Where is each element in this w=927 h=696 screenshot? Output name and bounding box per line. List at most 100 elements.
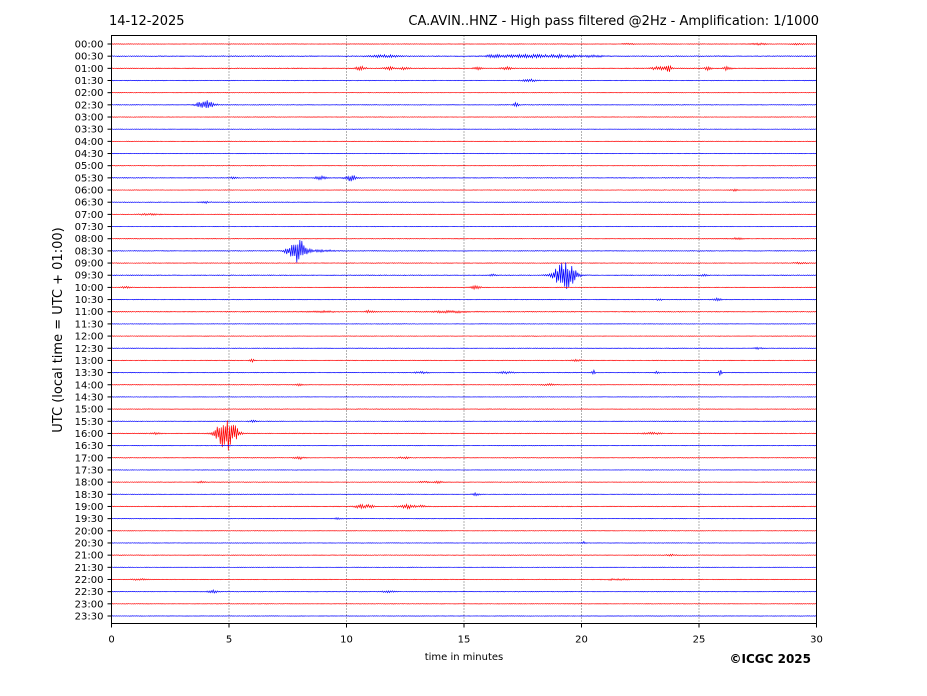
trace-1030 bbox=[111, 297, 817, 302]
plot-frame bbox=[111, 35, 817, 624]
trace-0830 bbox=[111, 239, 817, 263]
x-tick-label: 25 bbox=[693, 635, 706, 646]
trace-layer bbox=[111, 42, 817, 617]
x-tick-label: 10 bbox=[340, 635, 353, 646]
trace-0230 bbox=[111, 100, 817, 109]
y-tick-label: 23:30 bbox=[75, 611, 104, 622]
x-axis-label: time in minutes bbox=[425, 652, 504, 663]
date-label: 14-12-2025 bbox=[109, 14, 185, 29]
y-tick-label: 12:00 bbox=[75, 332, 104, 343]
y-tick-label: 05:00 bbox=[75, 161, 104, 172]
trace-2100 bbox=[111, 553, 817, 557]
y-tick-label: 06:30 bbox=[75, 198, 104, 209]
trace-0630 bbox=[111, 200, 817, 205]
trace-0700 bbox=[111, 212, 817, 216]
y-tick-label: 23:00 bbox=[75, 599, 104, 610]
y-tick-label: 00:00 bbox=[75, 40, 104, 51]
x-axis: 0 5 10 15 20 25 30 bbox=[108, 623, 823, 646]
y-tick-label: 09:00 bbox=[75, 259, 104, 270]
y-tick-label: 19:30 bbox=[75, 514, 104, 525]
trace-0530 bbox=[111, 174, 817, 182]
trace-1100 bbox=[111, 309, 817, 314]
y-tick-label: 13:30 bbox=[75, 368, 104, 379]
trace-0900 bbox=[111, 261, 817, 265]
trace-0800 bbox=[111, 237, 817, 241]
y-tick-label: 00:30 bbox=[75, 52, 104, 63]
trace-1330 bbox=[111, 368, 817, 376]
trace-2200 bbox=[111, 578, 817, 581]
y-tick-label: 19:00 bbox=[75, 502, 104, 513]
trace-0030 bbox=[111, 53, 817, 59]
trace-0130 bbox=[111, 78, 817, 83]
y-tick-label: 14:00 bbox=[75, 380, 104, 391]
x-tick-label: 0 bbox=[108, 635, 114, 646]
y-tick-label: 03:00 bbox=[75, 113, 104, 124]
y-tick-label: 03:30 bbox=[75, 125, 104, 136]
copyright-label: ©ICGC 2025 bbox=[729, 652, 811, 666]
x-tick-label: 20 bbox=[575, 635, 588, 646]
vertical-grid bbox=[228, 35, 700, 624]
trace-2300 bbox=[111, 603, 817, 605]
y-tick-label: 07:00 bbox=[75, 210, 104, 221]
y-tick-label: 20:30 bbox=[75, 538, 104, 549]
y-tick-label: 11:00 bbox=[75, 307, 104, 318]
trace-0100 bbox=[111, 64, 817, 72]
x-tick-label: 5 bbox=[226, 635, 232, 646]
y-tick-label: 06:00 bbox=[75, 186, 104, 197]
y-tick-label: 22:00 bbox=[75, 575, 104, 586]
trace-1600 bbox=[111, 420, 817, 451]
y-tick-label: 07:30 bbox=[75, 222, 104, 233]
trace-1800 bbox=[111, 480, 817, 485]
trace-0600 bbox=[111, 188, 817, 192]
trace-1900 bbox=[111, 503, 817, 510]
y-tick-label: 02:30 bbox=[75, 100, 104, 111]
trace-0500 bbox=[111, 165, 817, 167]
trace-0730 bbox=[111, 225, 817, 228]
y-tick-label: 16:30 bbox=[75, 441, 104, 452]
trace-0930 bbox=[111, 262, 817, 289]
trace-0200 bbox=[111, 92, 817, 94]
y-tick-label: 10:00 bbox=[75, 283, 104, 294]
trace-1830 bbox=[111, 491, 817, 497]
y-tick-label: 05:30 bbox=[75, 173, 104, 184]
y-tick-label: 02:00 bbox=[75, 88, 104, 99]
trace-2030 bbox=[111, 540, 817, 545]
y-tick-label: 21:00 bbox=[75, 551, 104, 562]
trace-1930 bbox=[111, 517, 817, 521]
trace-1700 bbox=[111, 456, 817, 461]
trace-0300 bbox=[111, 116, 817, 118]
y-tick-label: 17:00 bbox=[75, 453, 104, 464]
y-tick-label: 11:30 bbox=[75, 319, 104, 330]
y-tick-label: 20:00 bbox=[75, 526, 104, 537]
trace-1400 bbox=[111, 383, 817, 387]
trace-0330 bbox=[111, 128, 817, 130]
trace-2000 bbox=[111, 530, 817, 532]
y-tick-label: 18:00 bbox=[75, 478, 104, 489]
chart-title: CA.AVIN..HNZ - High pass filtered @2Hz -… bbox=[408, 14, 819, 29]
y-tick-label: 04:00 bbox=[75, 137, 104, 148]
y-tick-label: 14:30 bbox=[75, 392, 104, 403]
x-tick-label: 30 bbox=[810, 635, 823, 646]
x-tick-label: 15 bbox=[458, 635, 471, 646]
trace-2230 bbox=[111, 589, 817, 594]
trace-1000 bbox=[111, 284, 817, 291]
trace-1130 bbox=[111, 323, 817, 325]
trace-1430 bbox=[111, 396, 817, 398]
y-tick-label: 01:30 bbox=[75, 76, 104, 87]
trace-1530 bbox=[111, 419, 817, 423]
trace-1500 bbox=[111, 408, 817, 410]
y-tick-label: 18:30 bbox=[75, 490, 104, 501]
y-tick-label: 15:30 bbox=[75, 417, 104, 428]
y-tick-label: 08:00 bbox=[75, 234, 104, 245]
trace-1300 bbox=[111, 358, 817, 364]
trace-2130 bbox=[111, 566, 817, 568]
y-tick-label: 08:30 bbox=[75, 246, 104, 257]
trace-1200 bbox=[111, 335, 817, 337]
trace-1230 bbox=[111, 346, 817, 350]
y-tick-label: 04:30 bbox=[75, 149, 104, 160]
trace-0400 bbox=[111, 140, 817, 142]
y-tick-label: 10:30 bbox=[75, 295, 104, 306]
y-tick-label: 15:00 bbox=[75, 405, 104, 416]
